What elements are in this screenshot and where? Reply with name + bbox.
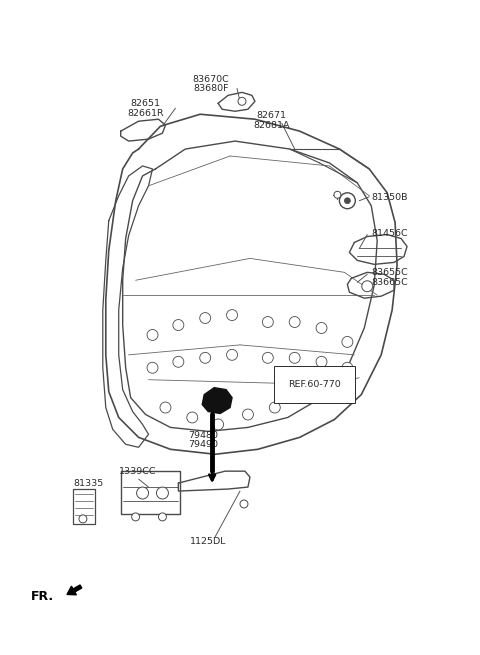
Circle shape <box>269 402 280 413</box>
Circle shape <box>289 316 300 328</box>
Circle shape <box>173 320 184 331</box>
Circle shape <box>240 500 248 508</box>
Circle shape <box>242 409 253 420</box>
Polygon shape <box>202 388 232 413</box>
Circle shape <box>238 98 246 105</box>
Circle shape <box>156 487 168 499</box>
Circle shape <box>227 310 238 320</box>
Circle shape <box>200 352 211 364</box>
Text: 83655C: 83655C <box>371 269 408 277</box>
Circle shape <box>227 349 238 360</box>
Circle shape <box>187 412 198 423</box>
Text: 81350B: 81350B <box>371 193 408 202</box>
Text: 82671: 82671 <box>257 111 287 121</box>
Circle shape <box>344 198 350 204</box>
Circle shape <box>147 362 158 373</box>
Circle shape <box>339 193 355 209</box>
Circle shape <box>132 513 140 521</box>
Text: 81335: 81335 <box>73 479 103 488</box>
Text: 83680F: 83680F <box>193 84 229 94</box>
Circle shape <box>160 402 171 413</box>
Circle shape <box>147 329 158 341</box>
Circle shape <box>263 352 273 364</box>
Circle shape <box>79 515 87 523</box>
Circle shape <box>263 316 273 328</box>
Text: 82681A: 82681A <box>253 121 290 130</box>
Circle shape <box>289 352 300 364</box>
FancyArrow shape <box>67 585 82 595</box>
Text: 81456C: 81456C <box>371 229 408 238</box>
Text: 79490: 79490 <box>188 440 218 449</box>
Text: FR.: FR. <box>31 590 54 603</box>
Circle shape <box>362 281 373 291</box>
Circle shape <box>213 419 224 430</box>
Text: 83665C: 83665C <box>371 278 408 288</box>
Circle shape <box>200 312 211 324</box>
Circle shape <box>158 513 167 521</box>
Circle shape <box>342 362 353 373</box>
Text: 1339CC: 1339CC <box>119 467 156 476</box>
Circle shape <box>137 487 148 499</box>
Text: 83670C: 83670C <box>193 75 229 84</box>
Text: REF.60-770: REF.60-770 <box>288 380 340 388</box>
Circle shape <box>173 356 184 367</box>
Text: 82651: 82651 <box>131 100 160 108</box>
Text: 1125DL: 1125DL <box>190 537 227 546</box>
Circle shape <box>342 337 353 347</box>
Text: 82661R: 82661R <box>127 109 164 119</box>
Text: 79480: 79480 <box>188 432 218 440</box>
Circle shape <box>316 322 327 333</box>
Circle shape <box>316 356 327 367</box>
Circle shape <box>334 191 341 198</box>
